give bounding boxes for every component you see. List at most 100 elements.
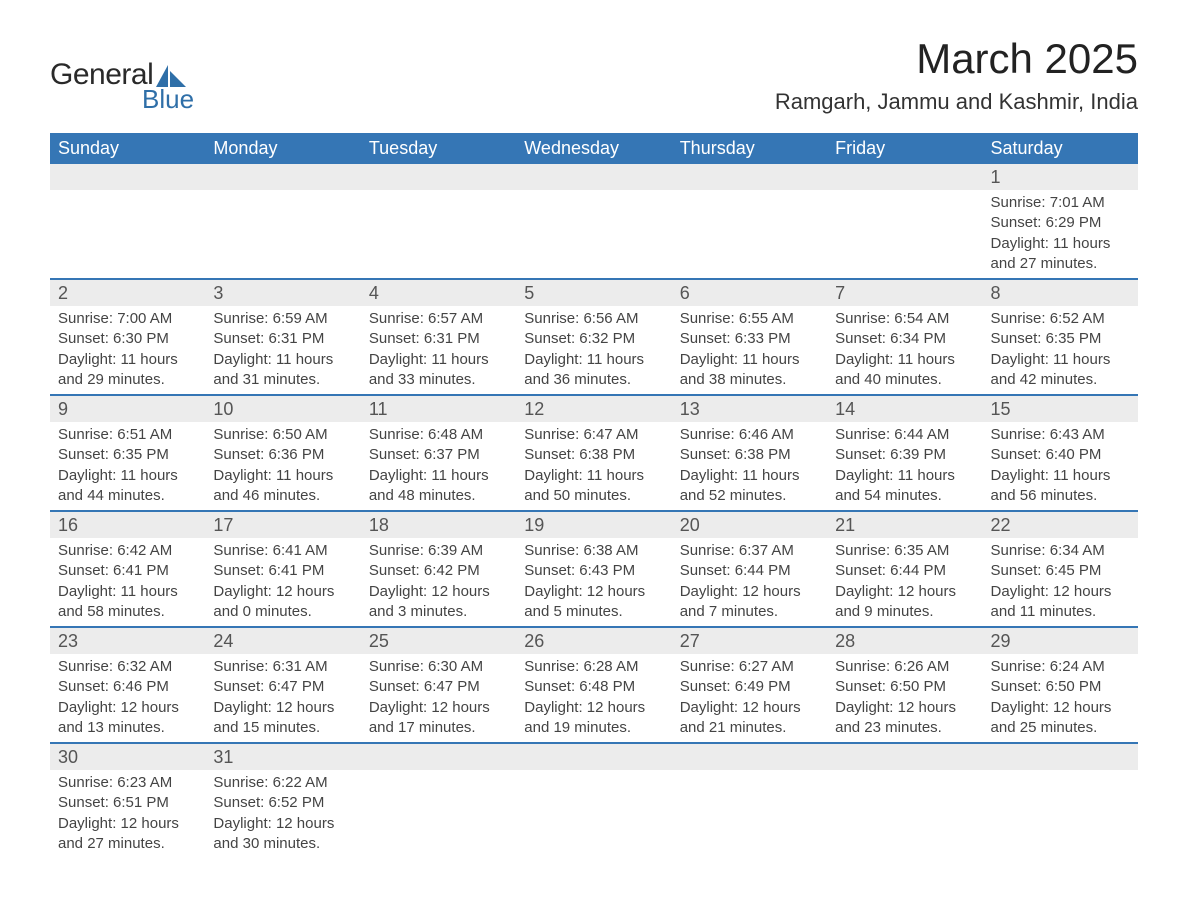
daylight-text: Daylight: 11 hours and 29 minutes.	[58, 350, 197, 391]
sunrise-text: Sunrise: 6:37 AM	[680, 541, 819, 561]
day-number-cell: 6	[672, 279, 827, 306]
daylight-text: Daylight: 11 hours and 54 minutes.	[835, 466, 974, 507]
day-number-cell: 13	[672, 395, 827, 422]
day-number-cell	[827, 164, 982, 190]
sunrise-text: Sunrise: 6:38 AM	[524, 541, 663, 561]
sunrise-text: Sunrise: 6:55 AM	[680, 309, 819, 329]
day-number-cell: 23	[50, 627, 205, 654]
daylight-text: Daylight: 11 hours and 31 minutes.	[213, 350, 352, 391]
day-info-cell: Sunrise: 6:23 AMSunset: 6:51 PMDaylight:…	[50, 770, 205, 858]
day-info-cell	[361, 770, 516, 858]
day-info-cell: Sunrise: 6:22 AMSunset: 6:52 PMDaylight:…	[205, 770, 360, 858]
day-info-cell: Sunrise: 6:50 AMSunset: 6:36 PMDaylight:…	[205, 422, 360, 511]
day-info-cell: Sunrise: 6:41 AMSunset: 6:41 PMDaylight:…	[205, 538, 360, 627]
day-number-cell: 9	[50, 395, 205, 422]
day-number-cell: 1	[983, 164, 1138, 190]
day-number-cell: 2	[50, 279, 205, 306]
day-info-cell: Sunrise: 6:44 AMSunset: 6:39 PMDaylight:…	[827, 422, 982, 511]
day-info-cell: Sunrise: 6:47 AMSunset: 6:38 PMDaylight:…	[516, 422, 671, 511]
sunset-text: Sunset: 6:39 PM	[835, 445, 974, 465]
day-number-cell	[361, 164, 516, 190]
sunrise-text: Sunrise: 6:59 AM	[213, 309, 352, 329]
day-number-cell: 29	[983, 627, 1138, 654]
day-info-cell: Sunrise: 6:39 AMSunset: 6:42 PMDaylight:…	[361, 538, 516, 627]
daylight-text: Daylight: 12 hours and 0 minutes.	[213, 582, 352, 623]
day-info-row: Sunrise: 7:01 AMSunset: 6:29 PMDaylight:…	[50, 190, 1138, 279]
day-info-cell: Sunrise: 6:42 AMSunset: 6:41 PMDaylight:…	[50, 538, 205, 627]
sunrise-text: Sunrise: 6:42 AM	[58, 541, 197, 561]
day-number-cell: 11	[361, 395, 516, 422]
day-number-cell	[50, 164, 205, 190]
day-number-cell: 5	[516, 279, 671, 306]
daylight-text: Daylight: 11 hours and 38 minutes.	[680, 350, 819, 391]
day-number-cell: 27	[672, 627, 827, 654]
sunset-text: Sunset: 6:42 PM	[369, 561, 508, 581]
daylight-text: Daylight: 11 hours and 36 minutes.	[524, 350, 663, 391]
day-info-cell	[827, 770, 982, 858]
sunset-text: Sunset: 6:41 PM	[58, 561, 197, 581]
day-number-cell: 26	[516, 627, 671, 654]
sunrise-text: Sunrise: 6:44 AM	[835, 425, 974, 445]
day-number-cell: 30	[50, 743, 205, 770]
sunset-text: Sunset: 6:47 PM	[369, 677, 508, 697]
day-info-cell: Sunrise: 7:01 AMSunset: 6:29 PMDaylight:…	[983, 190, 1138, 279]
sunrise-text: Sunrise: 6:54 AM	[835, 309, 974, 329]
weekday-header: Monday	[205, 133, 360, 164]
sunrise-text: Sunrise: 6:22 AM	[213, 773, 352, 793]
sunrise-text: Sunrise: 6:31 AM	[213, 657, 352, 677]
sunrise-text: Sunrise: 6:52 AM	[991, 309, 1130, 329]
day-number-cell: 21	[827, 511, 982, 538]
daylight-text: Daylight: 11 hours and 42 minutes.	[991, 350, 1130, 391]
day-number-row: 16171819202122	[50, 511, 1138, 538]
daylight-text: Daylight: 11 hours and 33 minutes.	[369, 350, 508, 391]
day-info-cell: Sunrise: 6:35 AMSunset: 6:44 PMDaylight:…	[827, 538, 982, 627]
sunset-text: Sunset: 6:36 PM	[213, 445, 352, 465]
day-number-cell	[672, 164, 827, 190]
daylight-text: Daylight: 12 hours and 25 minutes.	[991, 698, 1130, 739]
day-info-cell: Sunrise: 6:37 AMSunset: 6:44 PMDaylight:…	[672, 538, 827, 627]
daylight-text: Daylight: 11 hours and 44 minutes.	[58, 466, 197, 507]
sunset-text: Sunset: 6:52 PM	[213, 793, 352, 813]
sunset-text: Sunset: 6:31 PM	[213, 329, 352, 349]
day-info-cell	[516, 190, 671, 279]
daylight-text: Daylight: 12 hours and 11 minutes.	[991, 582, 1130, 623]
sunrise-text: Sunrise: 6:27 AM	[680, 657, 819, 677]
sunrise-text: Sunrise: 6:47 AM	[524, 425, 663, 445]
day-number-cell: 31	[205, 743, 360, 770]
daylight-text: Daylight: 12 hours and 3 minutes.	[369, 582, 508, 623]
sunrise-text: Sunrise: 6:46 AM	[680, 425, 819, 445]
day-info-cell: Sunrise: 6:38 AMSunset: 6:43 PMDaylight:…	[516, 538, 671, 627]
day-number-cell: 15	[983, 395, 1138, 422]
sunset-text: Sunset: 6:43 PM	[524, 561, 663, 581]
day-number-cell: 7	[827, 279, 982, 306]
calendar-table: Sunday Monday Tuesday Wednesday Thursday…	[50, 133, 1138, 858]
day-info-cell: Sunrise: 6:57 AMSunset: 6:31 PMDaylight:…	[361, 306, 516, 395]
sunset-text: Sunset: 6:51 PM	[58, 793, 197, 813]
day-number-cell: 22	[983, 511, 1138, 538]
day-info-cell: Sunrise: 6:52 AMSunset: 6:35 PMDaylight:…	[983, 306, 1138, 395]
page-title: March 2025	[775, 35, 1138, 83]
day-info-cell: Sunrise: 6:34 AMSunset: 6:45 PMDaylight:…	[983, 538, 1138, 627]
sunset-text: Sunset: 6:29 PM	[991, 213, 1130, 233]
day-number-cell: 12	[516, 395, 671, 422]
daylight-text: Daylight: 12 hours and 23 minutes.	[835, 698, 974, 739]
sunset-text: Sunset: 6:30 PM	[58, 329, 197, 349]
sunset-text: Sunset: 6:48 PM	[524, 677, 663, 697]
sunset-text: Sunset: 6:40 PM	[991, 445, 1130, 465]
day-number-row: 2345678	[50, 279, 1138, 306]
weekday-header: Saturday	[983, 133, 1138, 164]
sunset-text: Sunset: 6:44 PM	[680, 561, 819, 581]
daylight-text: Daylight: 12 hours and 27 minutes.	[58, 814, 197, 855]
day-number-row: 23242526272829	[50, 627, 1138, 654]
day-number-cell: 10	[205, 395, 360, 422]
weekday-header: Thursday	[672, 133, 827, 164]
title-block: March 2025 Ramgarh, Jammu and Kashmir, I…	[775, 35, 1138, 115]
day-number-cell: 3	[205, 279, 360, 306]
day-info-cell: Sunrise: 6:55 AMSunset: 6:33 PMDaylight:…	[672, 306, 827, 395]
sunset-text: Sunset: 6:38 PM	[524, 445, 663, 465]
day-number-cell	[205, 164, 360, 190]
sunrise-text: Sunrise: 6:51 AM	[58, 425, 197, 445]
sunrise-text: Sunrise: 7:00 AM	[58, 309, 197, 329]
day-info-cell	[672, 770, 827, 858]
day-number-cell: 18	[361, 511, 516, 538]
